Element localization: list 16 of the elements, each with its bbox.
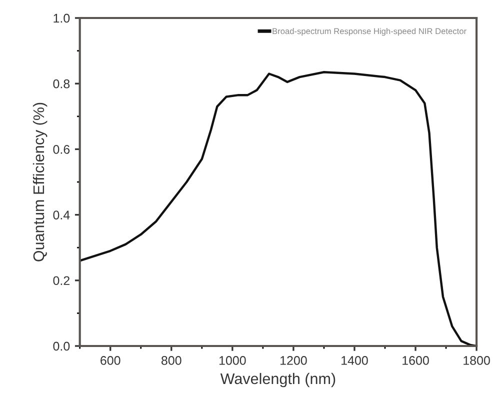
y-tick-label: 0.4	[53, 210, 70, 220]
legend-label: Broad-spectrum Response High-speed NIR Detector	[272, 28, 466, 36]
x-axis-title: Wavelength (nm)	[220, 372, 336, 388]
y-axis-title: Quantum Efficiency (%)	[32, 102, 48, 262]
y-tick-label: 0.2	[53, 276, 70, 286]
y-tick-label: 0.0	[53, 342, 70, 351]
x-tick-label: 1000	[219, 356, 246, 365]
x-tick-label: 600	[100, 356, 120, 365]
x-tick-label: 800	[162, 356, 182, 365]
y-tick-label: 0.8	[53, 79, 70, 88]
y-tick-label: 1.0	[54, 14, 70, 23]
x-tick-label: 1600	[402, 356, 429, 365]
x-tick-label: 1400	[342, 356, 368, 365]
y-tick-label: 0.6	[53, 145, 70, 154]
x-tick-label: 1200	[280, 356, 307, 365]
x-tick-label: 1800	[464, 356, 490, 365]
